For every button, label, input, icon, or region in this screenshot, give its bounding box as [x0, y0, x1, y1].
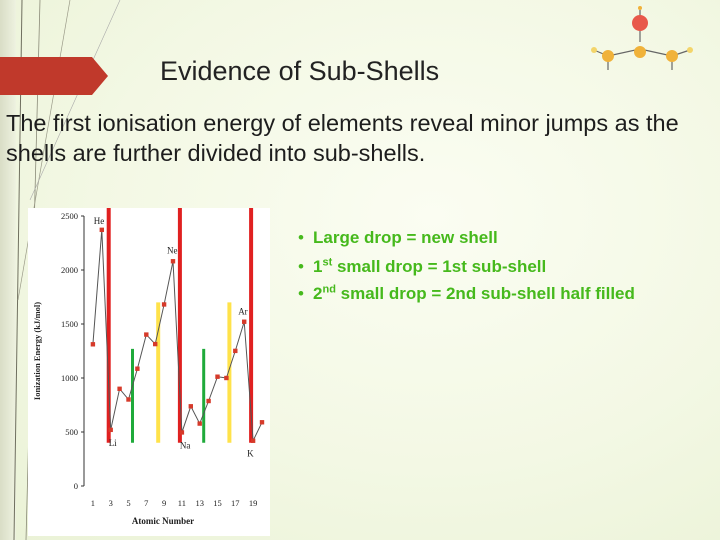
- point-label: Ar: [238, 307, 248, 317]
- x-axis-title: Atomic Number: [132, 516, 194, 526]
- data-point: [250, 438, 256, 443]
- point-label: Li: [109, 438, 117, 448]
- y-tick-label: 500: [65, 427, 78, 437]
- data-point: [179, 430, 185, 435]
- bullet-item-2: • 1st small drop = 1st sub-shell: [298, 256, 547, 276]
- point-label: Ne: [167, 245, 178, 255]
- bullet-dot: •: [298, 284, 304, 303]
- data-point: [135, 366, 140, 371]
- data-point: [259, 420, 265, 425]
- data-point: [126, 397, 131, 402]
- data-point: [108, 427, 113, 433]
- x-tick-label: 1: [91, 498, 95, 508]
- intro-text: The first ionisation energy of elements …: [6, 110, 679, 166]
- x-tick-label: 15: [213, 498, 222, 508]
- point-label: Na: [180, 440, 191, 450]
- x-tick-label: 13: [195, 498, 204, 508]
- data-point: [242, 319, 247, 324]
- x-tick-label: 3: [109, 498, 113, 508]
- data-point: [117, 386, 122, 391]
- y-axis-title: Ionization Energy (kJ/mol): [32, 302, 42, 400]
- title-arrow-shape: [0, 57, 108, 95]
- bullet-item-1: • Large drop = new shell: [298, 228, 498, 247]
- bullet-dot: •: [298, 228, 304, 247]
- point-label: K: [247, 449, 254, 459]
- x-tick-label: 9: [162, 498, 166, 508]
- y-tick-label: 0: [74, 481, 78, 491]
- point-label: He: [94, 216, 105, 226]
- molecule-icon: [591, 6, 693, 70]
- x-tick-label: 17: [231, 498, 240, 508]
- data-point: [215, 374, 220, 379]
- x-tick-label: 11: [178, 498, 186, 508]
- data-point: [90, 342, 96, 347]
- x-tick-label: 19: [249, 498, 258, 508]
- y-tick-label: 2000: [61, 265, 78, 275]
- data-point: [233, 348, 238, 354]
- y-tick-label: 2500: [61, 211, 78, 221]
- data-point: [170, 259, 176, 264]
- bullet-item-3: • 2nd small drop = 2nd sub-shell half fil…: [298, 283, 635, 303]
- x-tick-label: 7: [144, 498, 148, 508]
- slide-title: Evidence of Sub-Shells: [160, 56, 440, 86]
- data-point: [197, 421, 202, 426]
- chart-background: [28, 208, 270, 536]
- x-tick-label: 5: [126, 498, 130, 508]
- data-point: [99, 227, 104, 233]
- data-point: [224, 375, 229, 381]
- bullet-list: • Large drop = new shell • 1st small drop …: [298, 226, 698, 304]
- left-decor-band: [0, 0, 16, 540]
- data-point: [144, 332, 149, 337]
- bullet-dot: •: [298, 257, 304, 276]
- y-tick-label: 1000: [61, 373, 78, 383]
- data-point: [206, 398, 211, 404]
- data-point: [153, 341, 158, 347]
- y-tick-label: 1500: [61, 319, 78, 329]
- data-point: [188, 404, 193, 409]
- data-point: [161, 302, 167, 307]
